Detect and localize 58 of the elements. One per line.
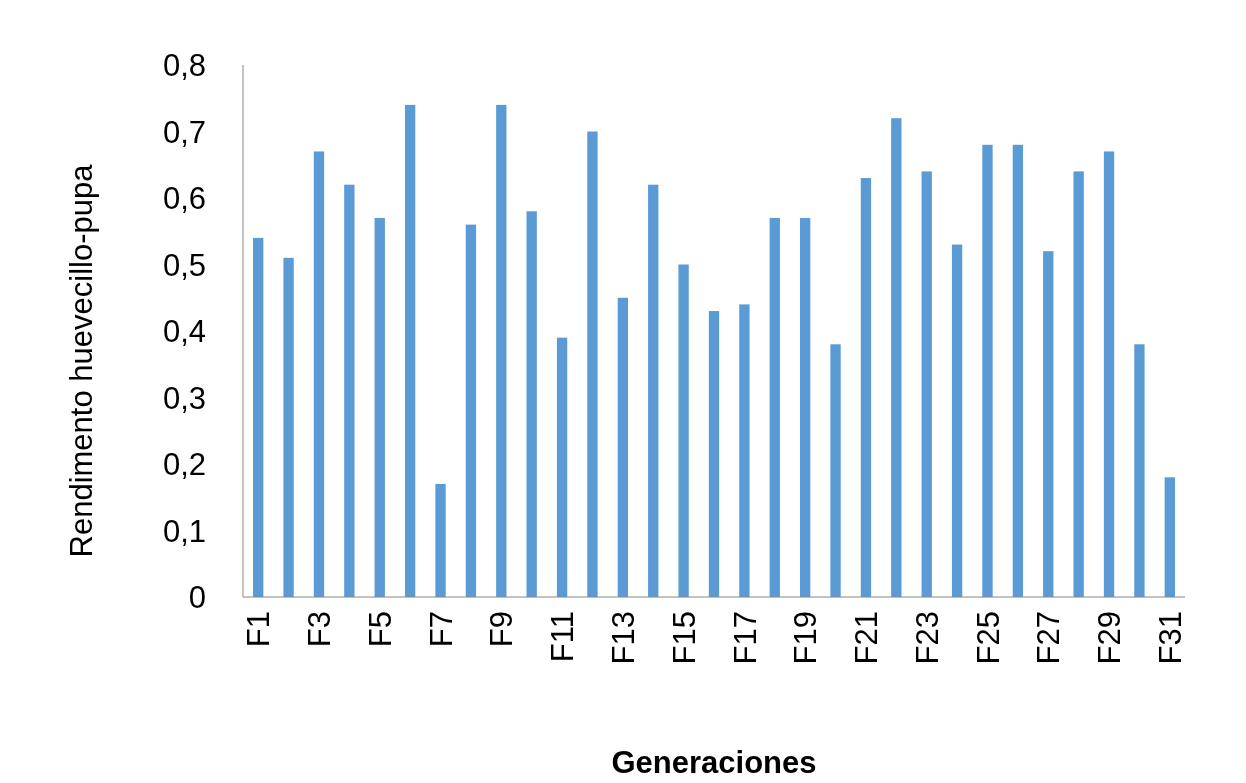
- bar: [830, 344, 841, 597]
- bar: [951, 244, 963, 597]
- bar: [1134, 344, 1145, 597]
- x-tick-label: F21: [849, 611, 885, 665]
- bar: [374, 217, 385, 597]
- x-tick-label: F5: [362, 611, 398, 648]
- x-tick-label: F9: [484, 611, 520, 648]
- bar: [1012, 144, 1024, 597]
- y-tick-label: 0,4: [162, 314, 206, 350]
- x-tick-label: F19: [788, 611, 824, 665]
- bar: [556, 337, 568, 597]
- y-tick-label: 0,7: [162, 114, 206, 150]
- bar: [526, 211, 537, 597]
- bar: [739, 304, 750, 597]
- bar: [587, 131, 598, 597]
- bar: [404, 104, 416, 597]
- y-tick-label: 0,1: [162, 513, 206, 549]
- y-tick-label: 0,5: [162, 247, 206, 283]
- x-tick-label: F31: [1152, 611, 1188, 665]
- bar: [1164, 477, 1175, 597]
- bar: [800, 217, 811, 597]
- x-tick-label: F17: [727, 611, 763, 665]
- bar: [1043, 251, 1054, 597]
- y-tick-label: 0,3: [162, 380, 206, 416]
- bar: [1103, 151, 1115, 597]
- bar: [982, 144, 993, 597]
- x-tick-label: F23: [909, 611, 945, 665]
- x-tick-label: F13: [606, 611, 641, 665]
- bar: [1073, 171, 1084, 597]
- bar: [313, 151, 325, 597]
- x-tick-label: F25: [970, 611, 1006, 665]
- bar: [921, 171, 932, 597]
- bar: [465, 224, 477, 597]
- x-tick-label: F29: [1092, 611, 1128, 665]
- x-tick-label: F27: [1031, 611, 1067, 665]
- bar: [496, 104, 507, 597]
- x-tick-label: F3: [302, 611, 338, 648]
- bar: [435, 483, 446, 597]
- bar: [769, 217, 780, 597]
- bar: [860, 178, 872, 597]
- bar: [253, 237, 264, 597]
- bar: [678, 264, 689, 597]
- bar: [617, 297, 628, 597]
- y-axis-title: Rendimento huevecillo-pupa: [64, 163, 99, 558]
- x-tick-label: F1: [241, 611, 277, 648]
- y-tick-label: 0: [188, 580, 206, 616]
- bar: [283, 257, 294, 597]
- bar: [648, 184, 659, 597]
- x-tick-label: F15: [666, 611, 702, 665]
- x-tick-label: F7: [423, 611, 459, 648]
- bar: [891, 118, 902, 597]
- bar: [708, 311, 720, 597]
- y-tick-label: 0,2: [162, 447, 206, 483]
- y-tick-label: 0,6: [162, 181, 206, 217]
- x-axis-title: Generaciones: [611, 745, 817, 780]
- y-tick-label: 0,8: [162, 48, 206, 84]
- x-tick-label: F11: [545, 611, 581, 663]
- bar: [344, 184, 355, 597]
